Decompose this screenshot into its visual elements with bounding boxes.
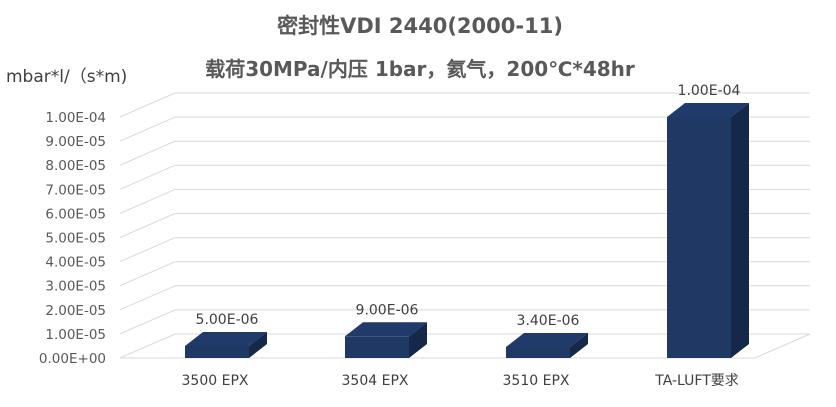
y-tick-label: 9.00E-05 [45,134,106,150]
y-tick-label: 0.00E+00 [39,351,106,367]
bar-side [409,322,427,358]
x-tick-label: 3500 EPX [182,373,249,389]
x-tick-label: 3510 EPX [503,373,570,389]
bar [667,117,731,358]
chart-title: 密封性VDI 2440(2000-11) [277,14,563,38]
gridline-side [119,261,176,287]
data-label: 3.40E-06 [517,313,580,329]
y-tick-label: 1.00E-04 [45,110,106,126]
bar-side [570,333,588,358]
chart-subtitle: 载荷30MPa/内压 1bar，氦气，200℃*48hr [205,57,635,81]
gridline-side [119,164,176,190]
data-label: 5.00E-06 [196,312,259,328]
x-tick-label: 3504 EPX [342,373,409,389]
gridline-side [119,116,176,142]
bar-top [506,333,588,347]
y-axis-label: mbar*l/（s*m) [6,67,128,87]
gridline-side [119,333,176,359]
bar-top [185,331,267,346]
gridline-side [119,309,176,335]
x-tick-label: TA-LUFT要求 [654,373,739,389]
bar-side [249,331,267,358]
y-tick-label: 8.00E-05 [45,158,106,174]
y-tick-label: 2.00E-05 [45,303,106,319]
y-tick-label: 5.00E-05 [45,231,106,247]
gridline-side [119,237,176,263]
y-tick-label: 3.00E-05 [45,279,106,295]
bar [185,345,249,358]
gridline-side [119,92,176,118]
bar-side [731,103,749,358]
data-label: 1.00E-04 [678,83,741,99]
y-tick-label: 4.00E-05 [45,255,106,271]
y-tick-label: 6.00E-05 [45,206,106,222]
bar-top [345,322,427,337]
gridline-side [119,140,176,166]
bar [345,336,409,358]
y-tick-label: 1.00E-05 [45,327,106,343]
gridline-side [119,213,176,238]
floor-right-edge [754,333,811,359]
data-label: 9.00E-06 [356,302,419,318]
bar-top [667,103,749,117]
gridline-side [119,188,176,214]
bar [506,347,570,358]
y-tick-label: 7.00E-05 [45,182,106,198]
gridline-side [119,285,176,311]
